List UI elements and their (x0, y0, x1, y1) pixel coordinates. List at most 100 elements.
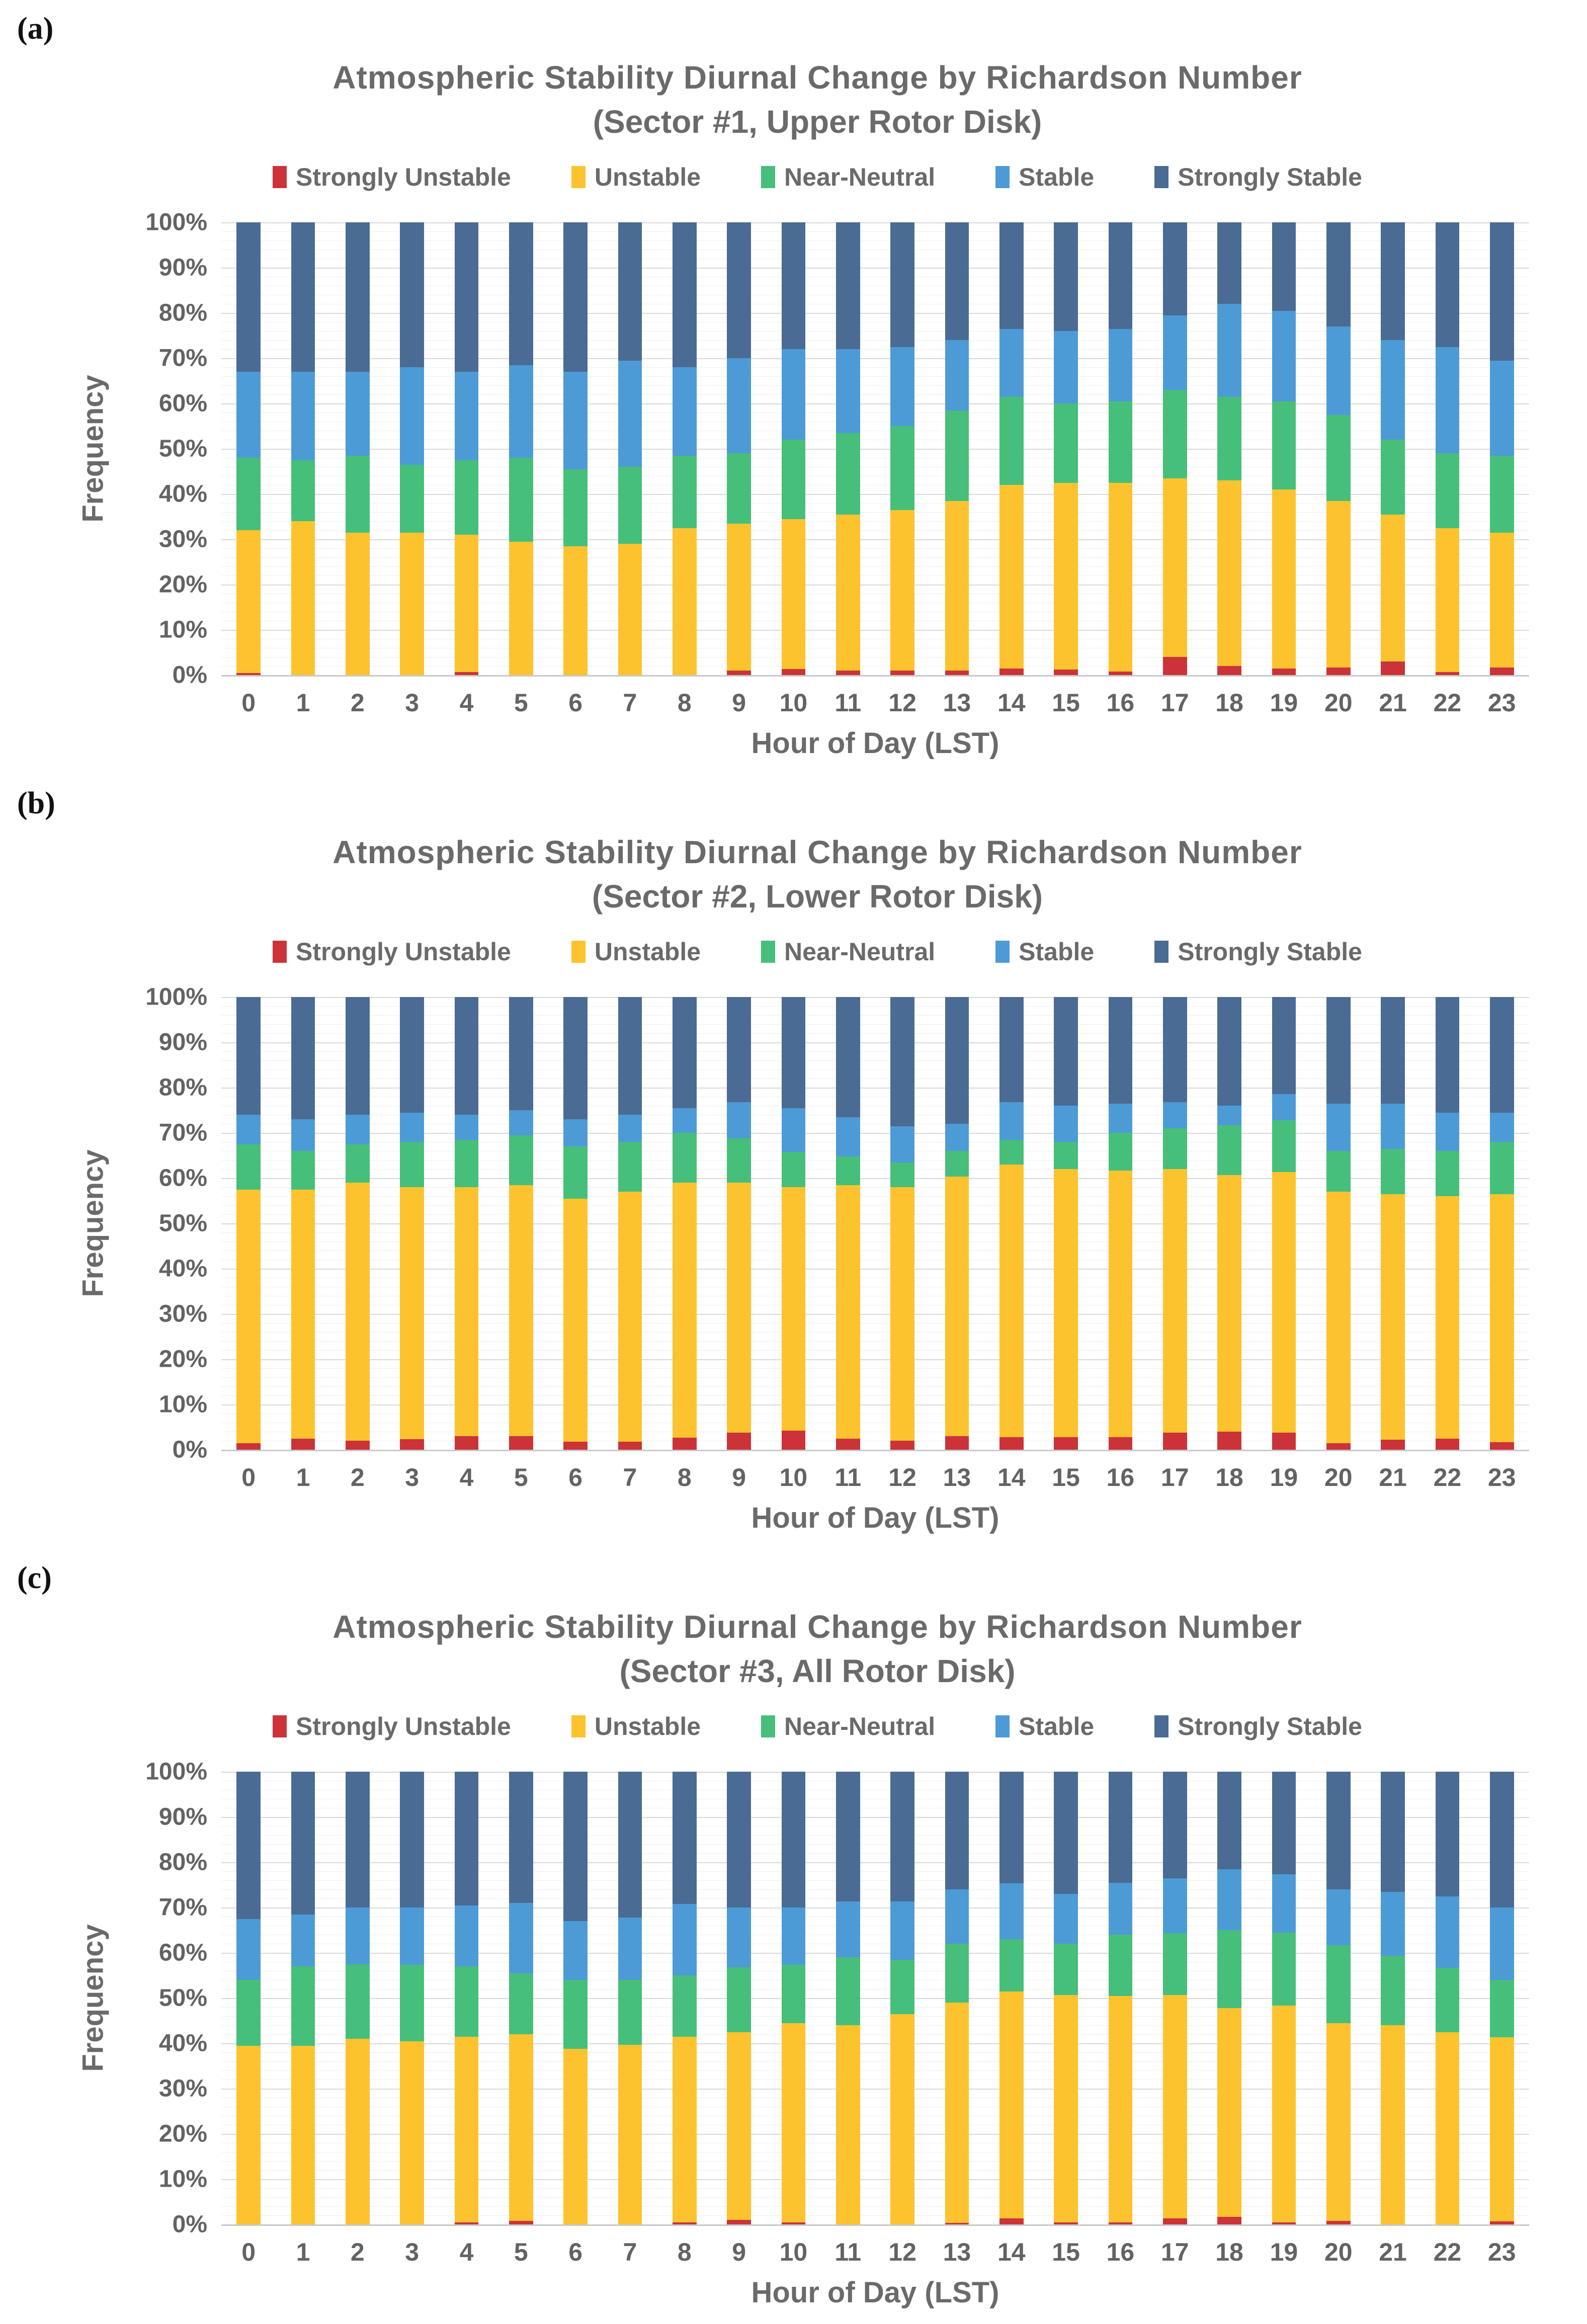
bar-segment-stable (1435, 347, 1460, 454)
legend: Strongly Unstable Unstable Near-Neutral Sta… (75, 936, 1559, 968)
stacked-bar-hour-14 (999, 222, 1024, 675)
bar-segment-strongly-stable (1326, 1772, 1351, 1890)
bar-segment-strongly-unstable (454, 1436, 479, 1450)
bar-segment-unstable (945, 2003, 969, 2223)
bar-segment-strongly-stable (1489, 222, 1514, 361)
x-axis-ticks: 0 1 2 3 4 5 6 7 8 9 10 11 12 13 14 15 16 17 18 19 20 21 22 23 (221, 1463, 1529, 1492)
minor-gridline (221, 1350, 1529, 1351)
bar-segment-stable (781, 349, 806, 440)
bar-segment-near-neutral (509, 458, 533, 542)
bar-segment-strongly-unstable (1054, 2222, 1078, 2224)
minor-gridline (221, 1853, 1529, 1854)
bar-segment-strongly-unstable (1108, 1437, 1133, 1450)
x-tick-label-9: 9 (732, 2238, 746, 2266)
bar-slot-hour-1 (276, 997, 330, 1450)
bar-segment-strongly-unstable (890, 1441, 914, 1450)
bar-slot-hour-21 (1366, 1772, 1420, 2224)
bar-segment-unstable (1489, 2037, 1514, 2221)
x-tick-label-12: 12 (888, 1463, 916, 1491)
stacked-bar-hour-5 (509, 997, 533, 1450)
bar-slot-hour-6 (548, 1772, 603, 2224)
bar-slot-hour-13 (930, 222, 984, 675)
bar-segment-unstable (236, 1189, 261, 1443)
minor-gridline (221, 1844, 1529, 1845)
stacked-bar-hour-3 (400, 1772, 424, 2224)
bar-slot-hour-11 (821, 222, 875, 675)
bar-segment-near-neutral (999, 1939, 1024, 1991)
major-gridline (221, 1450, 1529, 1451)
minor-gridline (221, 1060, 1529, 1061)
x-tick-label-13: 13 (943, 1463, 971, 1491)
bar-slot-hour-17 (1148, 222, 1202, 675)
legend-label: Strongly Unstable (296, 938, 511, 966)
bar-segment-near-neutral (1489, 1980, 1514, 2038)
bar-segment-unstable (672, 1183, 697, 1438)
legend-item-unstable: Unstable (571, 1712, 701, 1741)
bar-segment-near-neutral (1162, 1128, 1187, 1170)
bar-segment-stable (236, 372, 261, 458)
legend: Strongly Unstable Unstable Near-Neutral Sta… (75, 161, 1559, 193)
bar-segment-near-neutral (1435, 1151, 1460, 1196)
minor-gridline (221, 1015, 1529, 1016)
stacked-bar-hour-20 (1326, 222, 1351, 675)
bar-segment-stable (836, 1117, 860, 1156)
bar-segment-strongly-unstable (1217, 666, 1241, 675)
bar-segment-stable (1108, 1103, 1133, 1133)
x-tick-label-1: 1 (296, 1463, 310, 1491)
bar-segment-strongly-stable (1108, 997, 1133, 1104)
stacked-bar-hour-23 (1489, 997, 1514, 1450)
bar-segment-unstable (836, 1185, 860, 1439)
panel-b: (b) Atmospheric Stability Diurnal Change… (0, 775, 1587, 1549)
bar-segment-unstable (400, 1187, 424, 1440)
bar-segment-strongly-stable (509, 222, 533, 365)
bar-slot-hour-0 (221, 1772, 276, 2224)
bar-segment-strongly-unstable (727, 671, 751, 675)
bar-segment-near-neutral (781, 1965, 806, 2023)
bar-segment-unstable (945, 501, 969, 671)
bar-segment-near-neutral (1326, 1151, 1351, 1192)
y-tick-label: 60% (158, 1939, 207, 1966)
bar-slot-hour-19 (1257, 1772, 1311, 2224)
legend-label: Stable (1019, 163, 1095, 191)
legend-swatch-icon (273, 166, 287, 188)
minor-gridline (221, 1078, 1529, 1079)
minor-gridline (221, 2052, 1529, 2053)
minor-gridline (221, 376, 1529, 377)
bar-segment-unstable (1108, 1170, 1133, 1437)
bar-segment-strongly-unstable (618, 1441, 642, 1450)
stacked-bar-hour-6 (563, 997, 588, 1450)
y-tick-label: 10% (158, 2166, 207, 2193)
bar-segment-near-neutral (1489, 455, 1514, 533)
stacked-bar-hour-22 (1435, 1772, 1460, 2224)
bar-segment-strongly-stable (836, 997, 860, 1117)
bar-segment-strongly-unstable (672, 1437, 697, 1450)
stacked-bar-hour-8 (672, 997, 697, 1450)
bar-segment-unstable (1435, 2032, 1460, 2224)
bar-slot-hour-5 (494, 1772, 548, 2224)
y-tick-label: 60% (158, 390, 207, 417)
plot-area: Frequency 0% 10% 20% 30% 40% 50% 60% 70% 80% 90% 1… (77, 1759, 1529, 2238)
bar-slot-hour-3 (385, 1772, 439, 2224)
chart-b: Atmospheric Stability Diurnal Change by … (75, 830, 1559, 1535)
bar-segment-stable (1272, 1094, 1296, 1120)
bar-slot-hour-0 (221, 222, 276, 675)
bar-segment-strongly-stable (236, 997, 261, 1115)
x-tick-label-4: 4 (459, 2238, 474, 2266)
y-tick-label: 50% (158, 435, 207, 462)
bar-segment-stable (345, 1907, 370, 1964)
stacked-bar-hour-17 (1162, 997, 1187, 1450)
bar-segment-stable (1326, 1103, 1351, 1151)
bar-segment-stable (1489, 1112, 1514, 1142)
stacked-bar-hour-13 (945, 1772, 969, 2224)
stacked-bar-hour-7 (618, 222, 642, 675)
stacked-bar-hour-8 (672, 1772, 697, 2224)
bar-segment-stable (400, 1907, 424, 1965)
bar-slot-hour-23 (1475, 997, 1529, 1450)
plot-area: Frequency 0% 10% 20% 30% 40% 50% 60% 70% 80% 90% 1… (77, 209, 1529, 689)
bar-slot-hour-12 (875, 997, 930, 1450)
bar-segment-stable (1054, 331, 1078, 404)
bar-segment-strongly-stable (1217, 997, 1241, 1106)
bar-segment-near-neutral (945, 1151, 969, 1177)
bar-slot-hour-2 (330, 222, 385, 675)
bar-segment-strongly-stable (400, 1772, 424, 1908)
